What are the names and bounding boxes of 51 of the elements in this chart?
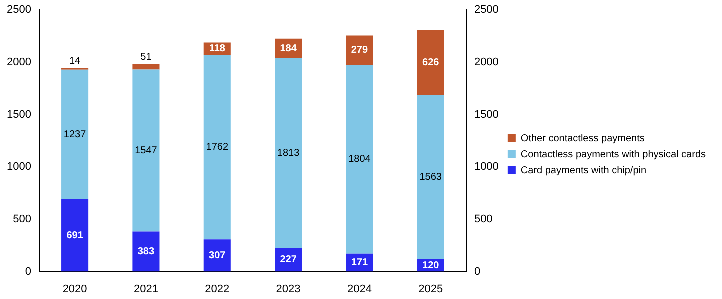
data-label: 120 (422, 260, 440, 272)
data-label: 383 (138, 246, 155, 258)
data-label: 307 (209, 250, 226, 262)
y-tick-label: 1500 (6, 108, 32, 121)
y-tick-label: 0 (25, 266, 32, 278)
data-label: 1563 (420, 172, 442, 184)
bar (346, 36, 374, 65)
y-tick-label: 1000 (6, 161, 32, 174)
bar (346, 64, 374, 254)
x-tick-label: 2022 (205, 283, 230, 296)
bar (417, 96, 444, 260)
bar (132, 64, 160, 70)
x-tick-label: 2025 (418, 283, 444, 296)
y2-tick-label: 2500 (474, 4, 499, 16)
data-label: 184 (280, 43, 298, 54)
data-label: 1237 (64, 129, 87, 140)
data-label: 51 (140, 52, 152, 64)
bar (62, 70, 89, 200)
x-tick-label: 2021 (134, 283, 158, 296)
data-label: 1762 (206, 142, 229, 154)
legend-label: Other contactless payments (520, 133, 645, 144)
bar (62, 199, 89, 272)
data-label: 1804 (348, 154, 372, 166)
bar (275, 58, 302, 248)
x-tick-label: 2023 (276, 283, 301, 296)
data-label: 14 (69, 56, 82, 68)
data-label: 626 (422, 58, 440, 69)
legend-label: Card payments with chip/pin (520, 165, 647, 176)
bar (204, 240, 231, 272)
data-label: 227 (280, 254, 298, 266)
y-tick-label: 500 (13, 213, 32, 226)
data-label: 1547 (135, 145, 158, 156)
y2-tick-label: 1500 (474, 108, 499, 121)
y2-tick-label: 500 (474, 213, 493, 226)
x-tick-label: 2020 (62, 283, 88, 296)
bar (417, 30, 444, 96)
y2-tick-label: 2000 (474, 56, 499, 68)
bar (132, 232, 160, 272)
y2-tick-label: 1000 (474, 161, 499, 174)
legend-label: Contactless payments with physical cards (520, 149, 706, 160)
bar (204, 55, 231, 240)
y-tick-label: 2000 (6, 56, 32, 68)
data-label: 279 (351, 45, 368, 56)
data-label: 1813 (277, 148, 300, 159)
data-label: 691 (66, 230, 84, 242)
data-label: 118 (209, 44, 226, 55)
data-label: 171 (351, 258, 368, 269)
x-tick-label: 2024 (347, 283, 372, 296)
bar (132, 70, 160, 232)
y-tick-label: 2500 (6, 4, 32, 16)
y2-tick-label: 0 (474, 266, 481, 278)
